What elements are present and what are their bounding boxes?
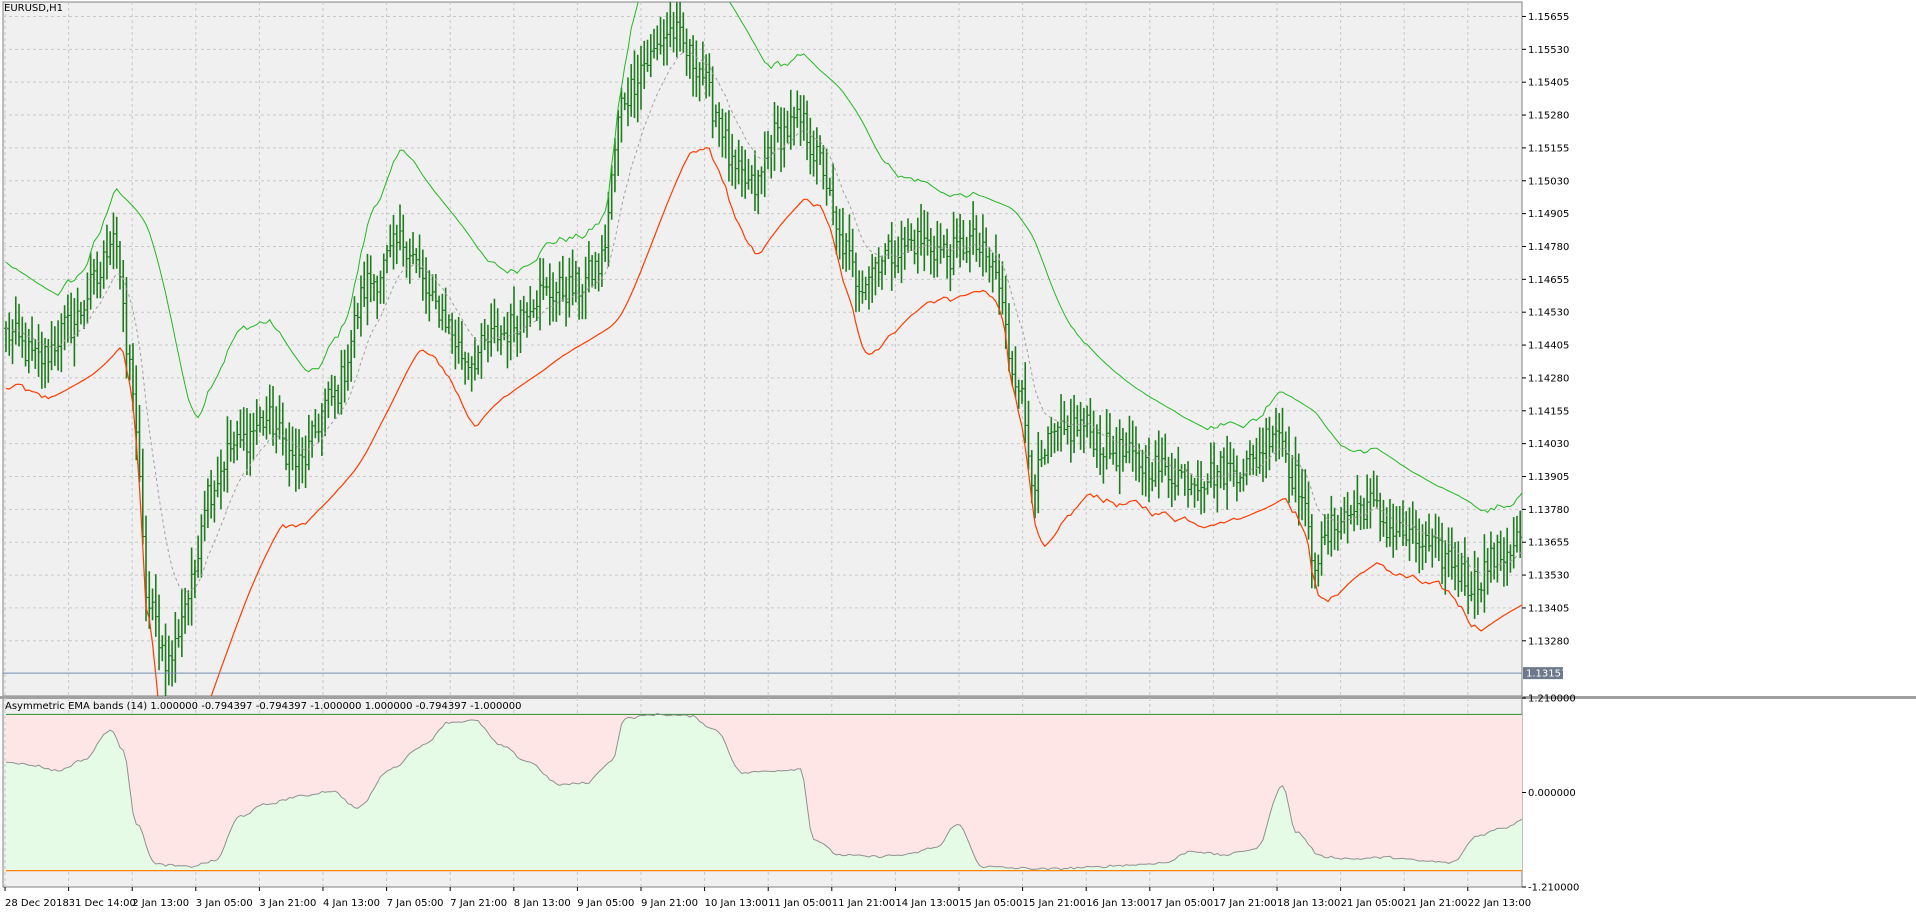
current-price-label: 1.13157 — [1526, 669, 1567, 680]
x-tick-label: 31 Dec 14:00 — [69, 898, 136, 909]
band-lines — [5, 2, 1522, 696]
y-tick-label: 1.14405 — [1528, 341, 1569, 352]
oscillator — [5, 712, 1522, 872]
x-tick-label: 21 Jan 21:00 — [1404, 898, 1467, 909]
y-tick-label: 1.15280 — [1528, 111, 1569, 122]
x-tick-label: 28 Dec 2018 — [5, 898, 69, 909]
x-tick-label: 18 Jan 13:00 — [1277, 898, 1340, 909]
osc-y-tick-label: -1.210000 — [1528, 883, 1579, 894]
current-price-tag — [1523, 667, 1563, 680]
y-tick-label: 1.14155 — [1528, 406, 1569, 417]
osc-lower-fill — [6, 713, 1522, 871]
y-tick-label: 1.14655 — [1528, 275, 1569, 286]
panel-separator[interactable] — [0, 696, 1916, 699]
y-tick-label: 1.13780 — [1528, 505, 1569, 516]
middle-band-line — [5, 51, 1522, 593]
x-tick-label: 15 Jan 21:00 — [1023, 898, 1086, 909]
x-tick-label: 3 Jan 21:00 — [259, 898, 316, 909]
x-tick-label: 22 Jan 13:00 — [1468, 898, 1531, 909]
y-tick-label: 1.15530 — [1528, 45, 1569, 56]
y-tick-label: 1.13905 — [1528, 472, 1569, 483]
y-tick-label: 1.15405 — [1528, 78, 1569, 89]
indicator-caption: Asymmetric EMA bands (14) 1.000000 -0.79… — [5, 701, 522, 712]
symbol-title: EURUSD,H1 — [4, 3, 64, 14]
x-tick-label: 14 Jan 13:00 — [895, 898, 958, 909]
y-tick-label: 1.13530 — [1528, 571, 1569, 582]
x-tick-label: 16 Jan 13:00 — [1086, 898, 1149, 909]
osc-upper-fill — [6, 713, 1522, 870]
y-tick-label: 1.15655 — [1528, 12, 1569, 23]
upper-band-line — [5, 2, 1522, 514]
y-tick-label: 1.14780 — [1528, 242, 1569, 253]
y-tick-label: 1.14905 — [1528, 209, 1569, 220]
y-tick-label: 1.15155 — [1528, 143, 1569, 154]
y-tick-label: 1.14530 — [1528, 308, 1569, 319]
main-panel[interactable] — [2, 1, 1523, 697]
x-tick-label: 7 Jan 21:00 — [450, 898, 507, 909]
x-tick-label: 11 Jan 21:00 — [832, 898, 895, 909]
x-tick-label: 4 Jan 13:00 — [323, 898, 380, 909]
x-tick-label: 10 Jan 13:00 — [705, 898, 768, 909]
y-tick-label: 1.13280 — [1528, 636, 1569, 647]
y-tick-label: 1.14030 — [1528, 439, 1569, 450]
x-tick-label: 3 Jan 05:00 — [196, 898, 253, 909]
y-tick-label: 1.14280 — [1528, 373, 1569, 384]
lower-band-line — [5, 147, 1522, 696]
x-tick-label: 15 Jan 05:00 — [959, 898, 1022, 909]
x-tick-label: 21 Jan 05:00 — [1341, 898, 1404, 909]
x-tick-label: 9 Jan 21:00 — [641, 898, 698, 909]
y-tick-label: 1.13655 — [1528, 538, 1569, 549]
x-tick-label: 9 Jan 05:00 — [577, 898, 634, 909]
osc-value-line — [5, 712, 1522, 871]
osc-y-tick-label: 1.210000 — [1528, 694, 1576, 705]
x-tick-label: 2 Jan 13:00 — [132, 898, 189, 909]
price-bars — [4, 2, 1522, 696]
x-tick-label: 8 Jan 13:00 — [514, 898, 571, 909]
y-tick-label: 1.15030 — [1528, 176, 1569, 187]
x-tick-label: 17 Jan 21:00 — [1213, 898, 1276, 909]
osc-y-tick-label: 0.000000 — [1528, 788, 1576, 799]
x-tick-label: 17 Jan 05:00 — [1150, 898, 1213, 909]
x-tick-label: 7 Jan 05:00 — [387, 898, 444, 909]
x-tick-label: 11 Jan 05:00 — [768, 898, 831, 909]
y-tick-label: 1.13405 — [1528, 603, 1569, 614]
